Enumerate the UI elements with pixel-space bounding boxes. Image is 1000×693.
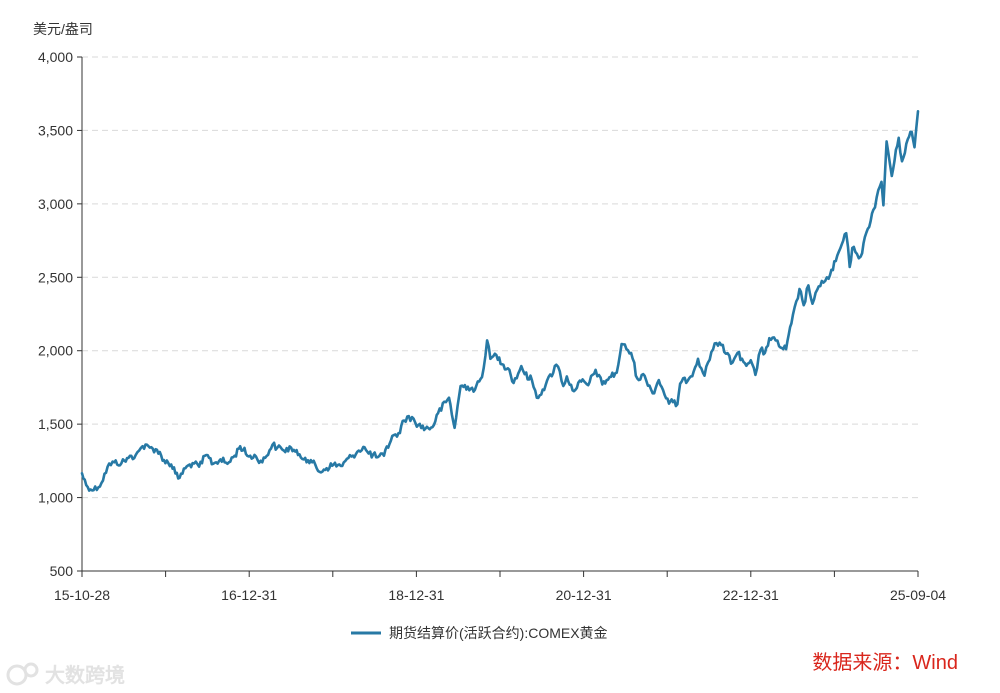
gridlines [82,56,918,499]
watermark-logo: 大数跨境 [6,662,125,687]
legend: 期货结算价(活跃合约):COMEX黄金 [351,625,608,641]
x-axis: 15-10-28 16-12-31 18-12-31 20-12-31 22-12-31… [54,570,946,603]
y-tick-label-3: 2,000 [38,343,73,359]
unit-label: 美元/盎司 [33,21,93,37]
x-tick-label-5: 25-09-04 [890,587,946,603]
x-tick-label-2: 18-12-31 [388,587,444,603]
source-note: 数据来源：Wind [812,651,958,674]
watermark-text: 大数跨境 [45,663,125,687]
x-tick-label-3: 20-12-31 [556,587,612,603]
x-tick-label-0: 15-10-28 [54,587,110,603]
series-layer [80,110,920,492]
y-tick-label-0: 500 [50,563,74,579]
series-line-0 [80,110,920,492]
y-axis: 500 1,000 1,500 2,000 2,500 3,000 3,500 4,000 [38,49,83,579]
y-tick-label-7: 4,000 [38,49,73,65]
legend-label: 期货结算价(活跃合约):COMEX黄金 [389,625,608,641]
y-tick-label-2: 1,500 [38,416,73,432]
x-tick-label-1: 16-12-31 [221,587,277,603]
y-tick-label-4: 2,500 [38,269,73,285]
y-tick-label-6: 3,500 [38,122,73,138]
y-tick-label-5: 3,000 [38,196,73,212]
x-tick-label-4: 22-12-31 [723,587,779,603]
y-tick-label-1: 1,000 [38,490,73,506]
